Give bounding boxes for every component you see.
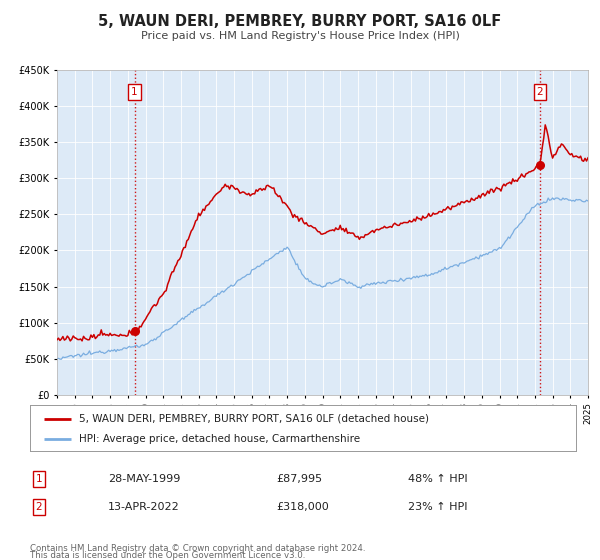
Text: £87,995: £87,995 — [276, 474, 322, 484]
Text: 23% ↑ HPI: 23% ↑ HPI — [408, 502, 467, 512]
Text: This data is licensed under the Open Government Licence v3.0.: This data is licensed under the Open Gov… — [30, 551, 305, 560]
Text: 2: 2 — [35, 502, 43, 512]
Text: 28-MAY-1999: 28-MAY-1999 — [108, 474, 181, 484]
Text: 2: 2 — [536, 87, 543, 97]
Text: HPI: Average price, detached house, Carmarthenshire: HPI: Average price, detached house, Carm… — [79, 435, 360, 444]
Text: 1: 1 — [131, 87, 138, 97]
Text: 13-APR-2022: 13-APR-2022 — [108, 502, 180, 512]
Text: Contains HM Land Registry data © Crown copyright and database right 2024.: Contains HM Land Registry data © Crown c… — [30, 544, 365, 553]
Text: 5, WAUN DERI, PEMBREY, BURRY PORT, SA16 0LF: 5, WAUN DERI, PEMBREY, BURRY PORT, SA16 … — [98, 14, 502, 29]
Text: 1: 1 — [35, 474, 43, 484]
Text: 5, WAUN DERI, PEMBREY, BURRY PORT, SA16 0LF (detached house): 5, WAUN DERI, PEMBREY, BURRY PORT, SA16 … — [79, 414, 429, 424]
Text: Price paid vs. HM Land Registry's House Price Index (HPI): Price paid vs. HM Land Registry's House … — [140, 31, 460, 41]
Text: £318,000: £318,000 — [276, 502, 329, 512]
Text: 48% ↑ HPI: 48% ↑ HPI — [408, 474, 467, 484]
